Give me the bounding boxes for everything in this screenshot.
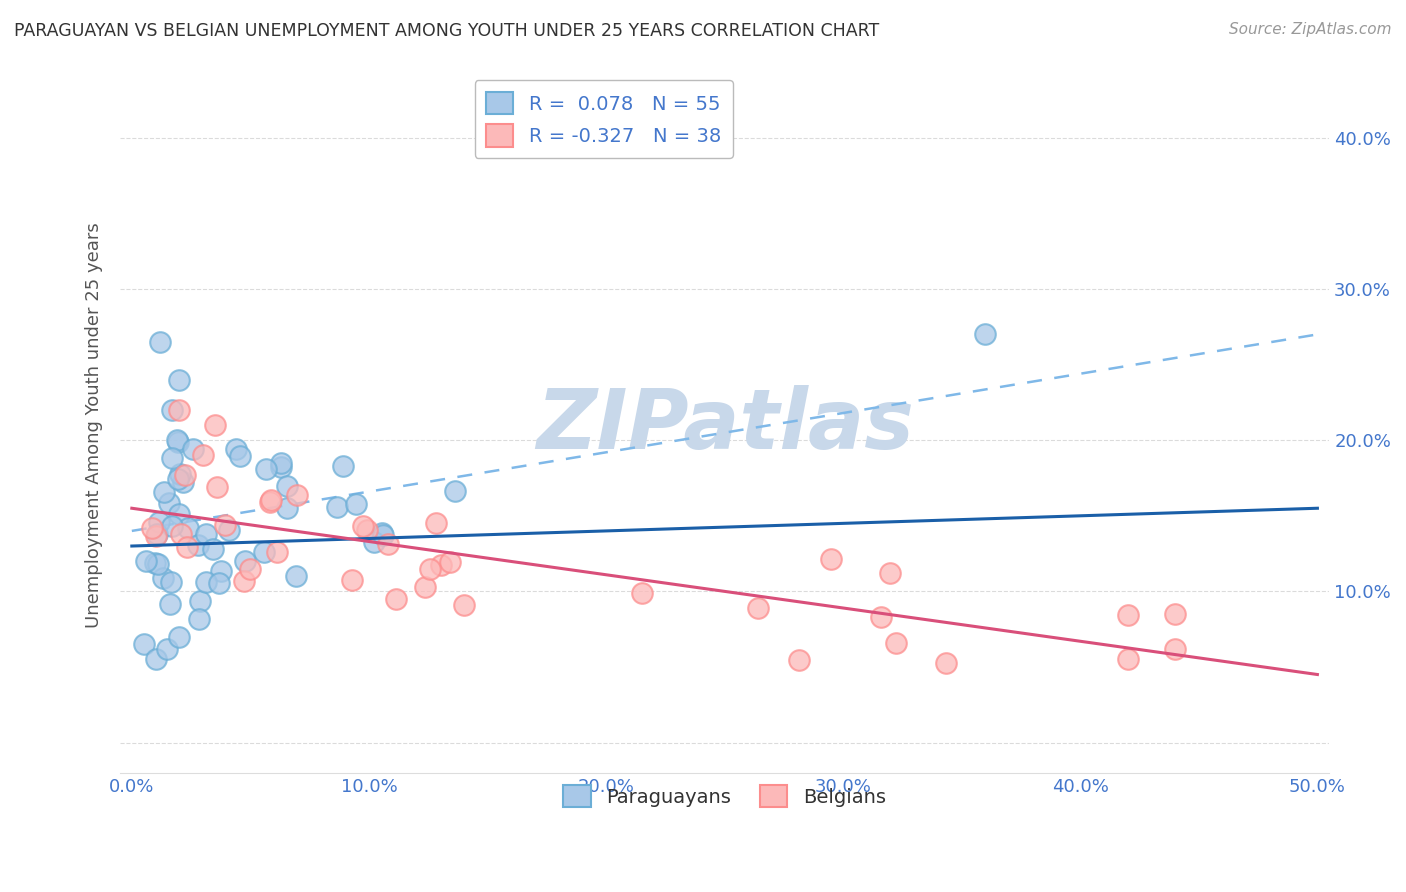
Point [332, 459, 354, 474]
Point [152, 485, 174, 500]
Point [167, 403, 190, 417]
Point [935, 657, 957, 671]
Text: Source: ZipAtlas.com: Source: ZipAtlas.com [1229, 22, 1392, 37]
Point [157, 496, 180, 510]
Point [259, 495, 281, 509]
Point [747, 601, 769, 615]
Point [145, 529, 167, 543]
Point [167, 507, 190, 521]
Point [177, 521, 200, 535]
Point [146, 558, 169, 572]
Point [886, 635, 908, 649]
Point [385, 591, 408, 606]
Point [166, 435, 188, 450]
Point [270, 459, 292, 474]
Point [260, 492, 283, 507]
Point [787, 653, 810, 667]
Point [141, 521, 163, 535]
Point [370, 525, 392, 540]
Point [166, 433, 188, 447]
Point [285, 488, 308, 502]
Point [208, 576, 231, 591]
Point [160, 519, 183, 533]
Point [159, 597, 181, 611]
Point [373, 528, 395, 542]
Point [148, 515, 170, 529]
Point [228, 450, 250, 464]
Point [156, 641, 179, 656]
Point [631, 586, 654, 600]
Point [218, 523, 240, 537]
Point [225, 442, 247, 456]
Point [195, 575, 218, 590]
Point [284, 569, 307, 583]
Point [152, 571, 174, 585]
Point [439, 555, 461, 569]
Point [204, 418, 226, 433]
Point [363, 534, 385, 549]
Point [869, 610, 891, 624]
Point [879, 566, 901, 580]
Point [340, 573, 363, 587]
Point [820, 551, 842, 566]
Point [1116, 652, 1139, 666]
Text: ZIPatlas: ZIPatlas [536, 384, 914, 466]
Point [195, 527, 218, 541]
Point [239, 562, 262, 576]
Point [191, 448, 214, 462]
Point [356, 523, 378, 537]
Point [254, 461, 277, 475]
Point [202, 541, 225, 556]
Point [276, 479, 298, 493]
Point [174, 467, 197, 482]
Point [170, 527, 193, 541]
Point [270, 456, 292, 470]
Point [188, 594, 211, 608]
Point [326, 500, 349, 514]
Point [214, 517, 236, 532]
Point [160, 450, 183, 465]
Legend: Paraguayans, Belgians: Paraguayans, Belgians [555, 777, 894, 815]
Point [172, 475, 194, 489]
Text: PARAGUAYAN VS BELGIAN UNEMPLOYMENT AMONG YOUTH UNDER 25 YEARS CORRELATION CHART: PARAGUAYAN VS BELGIAN UNEMPLOYMENT AMONG… [14, 22, 879, 40]
Point [160, 403, 183, 417]
Point [266, 545, 288, 559]
Point [233, 554, 256, 568]
Point [132, 637, 155, 651]
Point [1164, 641, 1187, 656]
Point [167, 472, 190, 486]
Point [135, 554, 157, 568]
Point [352, 519, 374, 533]
Point [169, 467, 191, 481]
Point [425, 516, 447, 530]
Point [149, 334, 172, 349]
Point [187, 538, 209, 552]
Point [143, 556, 166, 570]
Point [1164, 607, 1187, 622]
Point [346, 497, 368, 511]
Point [205, 480, 228, 494]
Point [209, 565, 232, 579]
Point [145, 652, 167, 666]
Point [167, 630, 190, 644]
Point [430, 558, 453, 572]
Point [413, 580, 436, 594]
Point [419, 562, 441, 576]
Point [176, 540, 198, 554]
Point [444, 484, 467, 499]
Y-axis label: Unemployment Among Youth under 25 years: Unemployment Among Youth under 25 years [86, 222, 103, 628]
Point [974, 327, 997, 342]
Point [181, 442, 204, 457]
Point [160, 574, 183, 589]
Point [167, 373, 190, 387]
Point [377, 537, 399, 551]
Point [187, 612, 209, 626]
Point [146, 527, 169, 541]
Point [253, 545, 276, 559]
Point [276, 501, 298, 516]
Point [453, 598, 475, 612]
Point [232, 574, 254, 588]
Point [1116, 608, 1139, 623]
